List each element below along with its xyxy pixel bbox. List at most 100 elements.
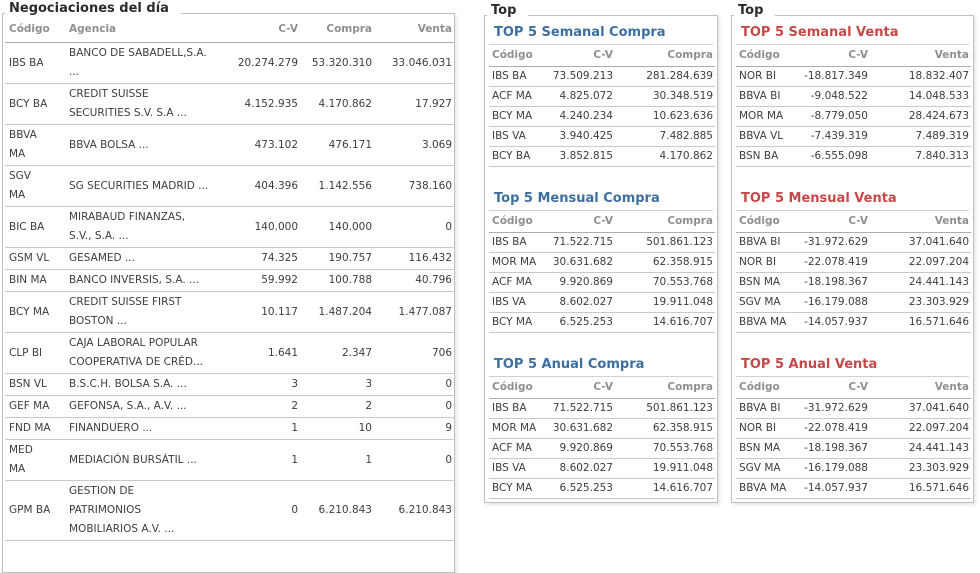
cell-compra: 7.482.885 xyxy=(615,126,715,147)
table-row: IBS VA 8.602.027 19.911.048 xyxy=(489,458,715,479)
cell-compra: 14.616.707 xyxy=(615,478,715,499)
cell-codigo: BBVA VL xyxy=(736,126,800,147)
cell-venta: 23.303.929 xyxy=(870,292,971,313)
cell-compra: 281.284.639 xyxy=(615,66,715,87)
top5-mensual-compra-table: Código C-V Compra IBS BA 71.522.715 501.… xyxy=(489,211,715,333)
cell-codigo: BSN MA xyxy=(736,272,800,293)
cell-compra: 4.170.862 xyxy=(615,146,715,167)
cell-codigo: BSN MA xyxy=(736,438,800,459)
cell-compra: 140.000 xyxy=(300,206,374,248)
cell-codigo: ACF MA xyxy=(489,272,549,293)
cell-codigo: BCY MA xyxy=(489,478,549,499)
table-row: ACF MA 9.920.869 70.553.768 xyxy=(489,438,715,459)
table-row: BCY MA 4.240.234 10.623.636 xyxy=(489,106,715,127)
cell-cv: 9.920.869 xyxy=(549,272,615,293)
cell-codigo: BSN VL xyxy=(5,373,65,396)
cell-venta: 37.041.640 xyxy=(870,398,971,419)
cell-compra: 19.911.048 xyxy=(615,292,715,313)
cell-cv: 4.825.072 xyxy=(549,86,615,107)
table-row: NOR BI -22.078.419 22.097.204 xyxy=(736,418,971,439)
cell-venta: 23.303.929 xyxy=(870,458,971,479)
cell-agencia: CREDIT SUISSE SECURITIES S.V. S.A ... xyxy=(65,83,227,125)
cell-venta: 22.097.204 xyxy=(870,252,971,273)
col-header-cv: C-V xyxy=(800,377,870,399)
col-header-cv: C-V xyxy=(549,45,615,67)
cell-agencia: GESAMED ... xyxy=(65,247,227,270)
cell-cv: 2 xyxy=(227,395,300,418)
cell-cv: 71.522.715 xyxy=(549,232,615,253)
cell-codigo: FND MA xyxy=(5,417,65,440)
table-row: MOR MA -8.779.050 28.424.673 xyxy=(736,106,971,127)
cell-cv: 3 xyxy=(227,373,300,396)
cell-codigo: BCY MA xyxy=(5,291,65,333)
cell-codigo: BIN MA xyxy=(5,269,65,292)
cell-venta: 738.160 xyxy=(374,165,454,207)
table-row: BBVA MA -14.057.937 16.571.646 xyxy=(736,478,971,499)
table-row: BSN MA -18.198.367 24.441.143 xyxy=(736,272,971,293)
cell-agencia: B.S.C.H. BOLSA S.A. ... xyxy=(65,373,227,396)
cell-venta: 9 xyxy=(374,417,454,440)
col-header-codigo: Código xyxy=(489,377,549,399)
col-header-venta: Venta xyxy=(374,17,454,43)
table-row: BBVA BI -31.972.629 37.041.640 xyxy=(736,398,971,419)
cell-codigo: GSM VL xyxy=(5,247,65,270)
col-header-compra: Compra xyxy=(615,45,715,67)
cell-agencia: GESTION DE PATRIMONIOS MOBILIARIOS A.V. … xyxy=(65,480,227,541)
cell-venta: 0 xyxy=(374,395,454,418)
cell-compra: 53.320.310 xyxy=(300,42,374,84)
cell-compra: 10.623.636 xyxy=(615,106,715,127)
cell-cv: -16.179.088 xyxy=(800,292,870,313)
cell-venta: 37.041.640 xyxy=(870,232,971,253)
header-row: Código C-V Compra xyxy=(489,45,715,67)
col-header-cv: C-V xyxy=(549,377,615,399)
table-row: MED MA MEDIACIÓN BURSÁTIL ... 1 1 0 xyxy=(5,439,454,481)
cell-venta: 14.048.533 xyxy=(870,86,971,107)
cell-compra: 62.358.915 xyxy=(615,418,715,439)
cell-codigo: BBVA MA xyxy=(736,312,800,333)
cell-cv: 3.940.425 xyxy=(549,126,615,147)
table-row: IBS BA 71.522.715 501.861.123 xyxy=(489,398,715,419)
header-row: Código C-V Compra xyxy=(489,377,715,399)
cell-cv: -31.972.629 xyxy=(800,398,870,419)
top5-anual-venta-table: Código C-V Venta BBVA BI -31.972.629 37.… xyxy=(736,377,971,499)
table-row: BBVA BI -31.972.629 37.041.640 xyxy=(736,232,971,253)
header-row: Código C-V Venta xyxy=(736,377,971,399)
col-header-compra: Compra xyxy=(615,377,715,399)
cell-codigo: BCY MA xyxy=(489,312,549,333)
cell-agencia: FINANDUERO ... xyxy=(65,417,227,440)
cell-compra: 476.171 xyxy=(300,124,374,166)
negociaciones-header-row: Código Agencia C-V Compra Venta xyxy=(5,17,454,43)
cell-cv: 20.274.279 xyxy=(227,42,300,84)
cell-agencia: BANCO DE SABADELL,S.A. ... xyxy=(65,42,227,84)
table-row: GSM VL GESAMED ... 74.325 190.757 116.43… xyxy=(5,247,454,270)
table-row: ACF MA 4.825.072 30.348.519 xyxy=(489,86,715,107)
cell-cv: -18.198.367 xyxy=(800,272,870,293)
cell-venta: 16.571.646 xyxy=(870,312,971,333)
table-row: IBS BA 73.509.213 281.284.639 xyxy=(489,66,715,87)
cell-cv: 59.992 xyxy=(227,269,300,292)
cell-codigo: BCY MA xyxy=(489,106,549,127)
cell-codigo: IBS BA xyxy=(5,42,65,84)
cell-cv: 1 xyxy=(227,417,300,440)
cell-compra: 4.170.862 xyxy=(300,83,374,125)
cell-codigo: BCY BA xyxy=(5,83,65,125)
cell-venta: 7.489.319 xyxy=(870,126,971,147)
cell-cv: -22.078.419 xyxy=(800,252,870,273)
cell-venta: 40.796 xyxy=(374,269,454,292)
cell-cv: 3.852.815 xyxy=(549,146,615,167)
table-row: BBVA VL -7.439.319 7.489.319 xyxy=(736,126,971,147)
cell-cv: 8.602.027 xyxy=(549,458,615,479)
cell-venta: 18.832.407 xyxy=(870,66,971,87)
table-row: BSN MA -18.198.367 24.441.143 xyxy=(736,438,971,459)
cell-cv: -8.779.050 xyxy=(800,106,870,127)
cell-codigo: ACF MA xyxy=(489,438,549,459)
cell-codigo: IBS VA xyxy=(489,458,549,479)
col-header-venta: Venta xyxy=(870,45,971,67)
cell-codigo: MOR MA xyxy=(489,252,549,273)
table-row: BIN MA BANCO INVERSIS, S.A. ... 59.992 1… xyxy=(5,269,454,292)
cell-compra: 62.358.915 xyxy=(615,252,715,273)
cell-codigo: IBS VA xyxy=(489,292,549,313)
cell-cv: -7.439.319 xyxy=(800,126,870,147)
table-row: SGV MA SG SECURITIES MADRID ... 404.396 … xyxy=(5,165,454,207)
cell-compra: 1.487.204 xyxy=(300,291,374,333)
